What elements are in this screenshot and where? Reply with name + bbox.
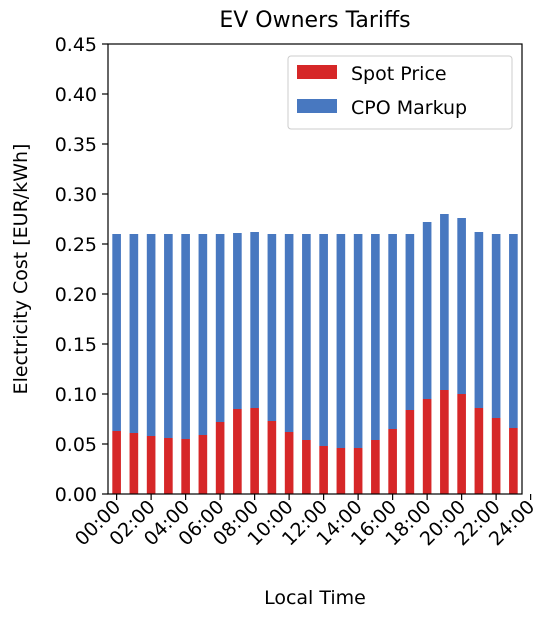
y-tick-label: 0.20 xyxy=(55,284,97,306)
bar-cpo-markup xyxy=(250,232,259,408)
bar-spot-price xyxy=(181,439,190,494)
bar-spot-price xyxy=(284,432,294,494)
bar-cpo-markup xyxy=(146,234,156,436)
bar-spot-price xyxy=(371,440,380,494)
bar-spot-price xyxy=(388,429,397,494)
bar-spot-price xyxy=(457,394,466,494)
bar-cpo-markup xyxy=(129,234,139,433)
bar-spot-price xyxy=(267,421,277,494)
bar-spot-price xyxy=(233,409,242,494)
bar-cpo-markup xyxy=(233,233,242,409)
plot-frame xyxy=(107,43,523,495)
bar-spot-price xyxy=(405,410,415,494)
bar-cpo-markup xyxy=(353,234,363,448)
bars-layer xyxy=(112,214,518,494)
bar-cpo-markup xyxy=(336,234,346,448)
bar-cpo-markup xyxy=(405,234,415,410)
bar-spot-price xyxy=(112,431,121,494)
y-axis-label: Electricity Cost [EUR/kWh] xyxy=(10,144,32,395)
bar-cpo-markup xyxy=(198,234,208,435)
y-tick-label: 0.35 xyxy=(55,134,97,156)
y-tick-label: 0.40 xyxy=(55,84,97,106)
y-axis: 0.00 0.05 0.10 0.15 0.20 0.25 0.30 0.35 0.40 0.45 xyxy=(55,34,108,506)
x-axis-label: Local Time xyxy=(264,587,366,609)
bar-cpo-markup xyxy=(371,234,380,440)
bar-spot-price xyxy=(250,408,259,494)
bar-cpo-markup xyxy=(509,234,518,428)
bar-spot-price xyxy=(164,438,173,494)
y-tick-label: 0.15 xyxy=(55,334,97,356)
y-tick-label: 0.05 xyxy=(55,434,97,456)
bar-cpo-markup xyxy=(474,232,484,408)
bar-spot-price xyxy=(129,433,139,494)
bar-spot-price xyxy=(474,408,484,494)
bar-cpo-markup xyxy=(440,214,449,390)
legend-swatch-spot-price xyxy=(297,65,337,79)
bar-spot-price xyxy=(440,390,449,494)
bar-spot-price xyxy=(146,436,156,494)
bar-cpo-markup xyxy=(267,234,277,421)
bar-spot-price xyxy=(336,448,346,494)
bar-spot-price xyxy=(491,418,501,494)
legend-label-spot-price: Spot Price xyxy=(351,63,447,85)
bar-cpo-markup xyxy=(388,234,397,429)
bar-cpo-markup xyxy=(457,218,466,394)
bar-cpo-markup xyxy=(284,234,294,432)
bar-spot-price xyxy=(215,422,225,494)
y-tick-label: 0.10 xyxy=(55,384,97,406)
bar-spot-price xyxy=(319,446,328,494)
legend-swatch-cpo-markup xyxy=(297,99,337,113)
y-tick-label: 0.30 xyxy=(55,184,97,206)
bar-spot-price xyxy=(509,428,518,494)
bar-spot-price xyxy=(353,448,363,494)
bar-cpo-markup xyxy=(181,234,190,439)
bar-spot-price xyxy=(198,435,208,494)
bar-spot-price xyxy=(422,399,432,494)
y-tick-label: 0.45 xyxy=(55,34,97,56)
bar-cpo-markup xyxy=(422,222,432,399)
bar-cpo-markup xyxy=(302,234,311,440)
bar-cpo-markup xyxy=(319,234,328,446)
legend-label-cpo-markup: CPO Markup xyxy=(351,97,467,119)
x-axis: 00:0002:0004:0006:0008:0010:0012:0014:00… xyxy=(71,494,539,550)
y-tick-label: 0.25 xyxy=(55,234,97,256)
legend-frame xyxy=(287,55,513,130)
legend: Spot Price CPO Markup xyxy=(287,55,513,130)
bar-cpo-markup xyxy=(215,234,225,422)
bar-cpo-markup xyxy=(112,234,121,431)
chart-title: EV Owners Tariffs xyxy=(219,8,410,33)
y-tick-label: 0.00 xyxy=(55,484,97,506)
bar-cpo-markup xyxy=(164,234,173,438)
bar-spot-price xyxy=(302,440,311,494)
bar-cpo-markup xyxy=(491,234,501,418)
